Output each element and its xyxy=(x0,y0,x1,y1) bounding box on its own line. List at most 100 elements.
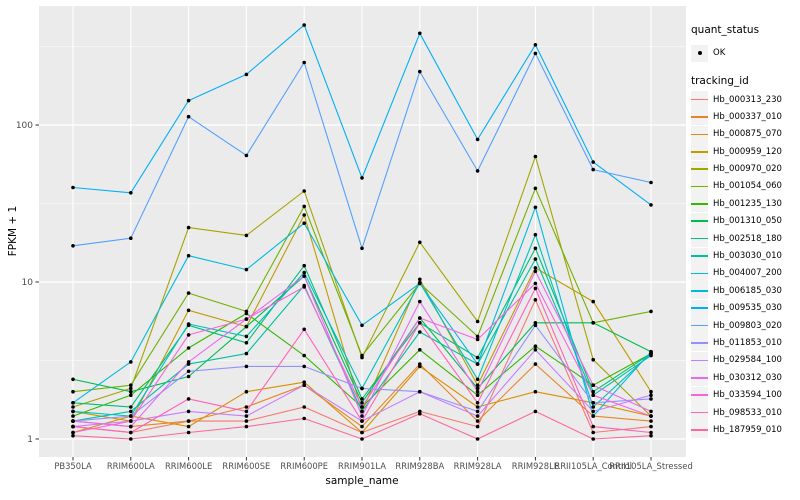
data-point xyxy=(418,299,422,304)
data-point xyxy=(186,424,191,429)
data-point xyxy=(360,414,364,418)
data-point xyxy=(591,321,595,325)
series-color-swatch xyxy=(691,299,708,317)
data-point xyxy=(360,246,364,251)
data-point xyxy=(475,337,480,342)
data-point xyxy=(302,23,307,27)
data-point xyxy=(591,383,595,388)
data-point xyxy=(475,334,480,339)
legend-label-tracking: Hb_001235_130 xyxy=(713,198,782,209)
data-point xyxy=(360,323,364,328)
data-point xyxy=(418,330,422,334)
series-color-swatch xyxy=(691,160,708,178)
legend-item-tracking: Hb_030312_030 xyxy=(691,369,799,387)
data-point xyxy=(360,353,364,358)
data-point xyxy=(244,334,249,339)
data-point xyxy=(591,357,595,362)
data-point xyxy=(649,430,653,435)
data-point xyxy=(129,386,133,391)
series-line-icon xyxy=(691,116,708,118)
data-point xyxy=(533,232,538,237)
series-color-swatch xyxy=(691,282,708,300)
data-point xyxy=(591,437,595,441)
data-point xyxy=(71,409,75,414)
data-point xyxy=(186,374,191,379)
data-point xyxy=(475,383,480,388)
data-point xyxy=(591,389,595,394)
x-tick-label: RRIM901LA xyxy=(338,461,386,471)
data-point xyxy=(360,176,364,180)
x-tick-label: RRIM600LE xyxy=(165,461,212,471)
legend-item-tracking: Hb_000313_230 xyxy=(691,91,799,108)
legend-item-tracking: Hb_009535_030 xyxy=(691,299,799,317)
series-color-swatch xyxy=(691,334,708,352)
data-point xyxy=(649,349,653,354)
data-point xyxy=(302,221,307,225)
legend-label-tracking: Hb_030312_030 xyxy=(713,372,782,383)
data-point xyxy=(533,269,538,274)
data-point xyxy=(302,204,307,209)
data-point xyxy=(186,419,191,423)
data-point xyxy=(186,397,191,401)
legend-item-tracking: Hb_009803_020 xyxy=(691,317,799,335)
legend-item-tracking: Hb_033594_100 xyxy=(691,386,799,404)
series-line-icon xyxy=(691,394,708,396)
data-point xyxy=(475,419,480,423)
series-line-icon xyxy=(691,429,708,431)
data-point xyxy=(129,405,133,409)
legend-item-tracking: Hb_000959_120 xyxy=(691,143,799,161)
data-point xyxy=(360,419,364,423)
data-point xyxy=(475,389,480,394)
legend-item-tracking: Hb_001054_060 xyxy=(691,177,799,195)
series-color-swatch xyxy=(691,195,708,213)
legend-label-ok: OK xyxy=(713,48,726,58)
data-point xyxy=(591,299,595,304)
data-point xyxy=(129,393,133,398)
y-axis-title: FPKM + 1 xyxy=(7,205,19,257)
data-point xyxy=(533,205,538,210)
data-point xyxy=(475,437,480,441)
data-point xyxy=(418,69,422,74)
data-point xyxy=(186,430,191,435)
data-point xyxy=(244,267,249,272)
legend-label-tracking: Hb_029584_100 xyxy=(713,355,782,366)
series-color-swatch xyxy=(691,351,708,369)
legend-item-tracking: Hb_004007_200 xyxy=(691,264,799,282)
legend-item-tracking: Hb_011853_010 xyxy=(691,334,799,352)
data-point xyxy=(475,405,480,409)
legend-label-tracking: Hb_000970_020 xyxy=(713,164,782,175)
data-point xyxy=(244,389,249,394)
data-point xyxy=(244,324,249,329)
legend-label-tracking: Hb_003030_010 xyxy=(713,251,782,262)
legend-item-tracking: Hb_029584_100 xyxy=(691,351,799,369)
data-point xyxy=(302,213,307,217)
legend-item-tracking: Hb_187959_010 xyxy=(691,421,799,439)
data-point xyxy=(533,43,538,47)
data-point xyxy=(244,317,249,321)
legend-item-tracking: Hb_000337_010 xyxy=(691,108,799,126)
data-point xyxy=(533,286,538,291)
data-point xyxy=(418,277,422,282)
data-point xyxy=(649,397,653,401)
data-point xyxy=(71,185,75,190)
data-point xyxy=(475,169,480,173)
data-point xyxy=(244,409,249,414)
data-point xyxy=(186,346,191,350)
x-tick-label: PB350LA xyxy=(54,461,92,471)
series-line-icon xyxy=(691,324,708,327)
data-point xyxy=(71,389,75,394)
data-point xyxy=(71,377,75,382)
series-line-icon xyxy=(691,133,708,136)
legend-label-tracking: Hb_002518_180 xyxy=(713,233,782,244)
data-point xyxy=(244,405,249,409)
legend-label-tracking: Hb_009535_030 xyxy=(713,303,782,314)
data-point xyxy=(302,405,307,409)
data-point xyxy=(533,321,538,325)
data-point xyxy=(129,409,133,414)
series-color-swatch xyxy=(691,369,708,387)
series-line-icon xyxy=(691,203,708,205)
series-line-icon xyxy=(691,377,708,379)
legend-label-tracking: Hb_000875_070 xyxy=(713,129,782,140)
series-line-icon xyxy=(691,342,708,344)
data-point xyxy=(129,236,133,240)
